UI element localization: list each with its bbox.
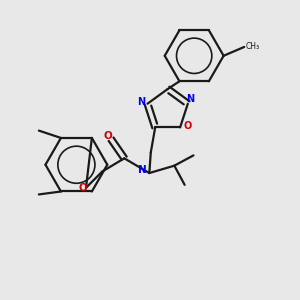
Text: CH₃: CH₃	[246, 42, 260, 51]
Text: O: O	[79, 183, 87, 193]
Text: N: N	[186, 94, 194, 104]
Text: O: O	[104, 131, 112, 141]
Text: N: N	[137, 97, 145, 107]
Text: N: N	[138, 165, 146, 175]
Text: O: O	[183, 121, 192, 131]
